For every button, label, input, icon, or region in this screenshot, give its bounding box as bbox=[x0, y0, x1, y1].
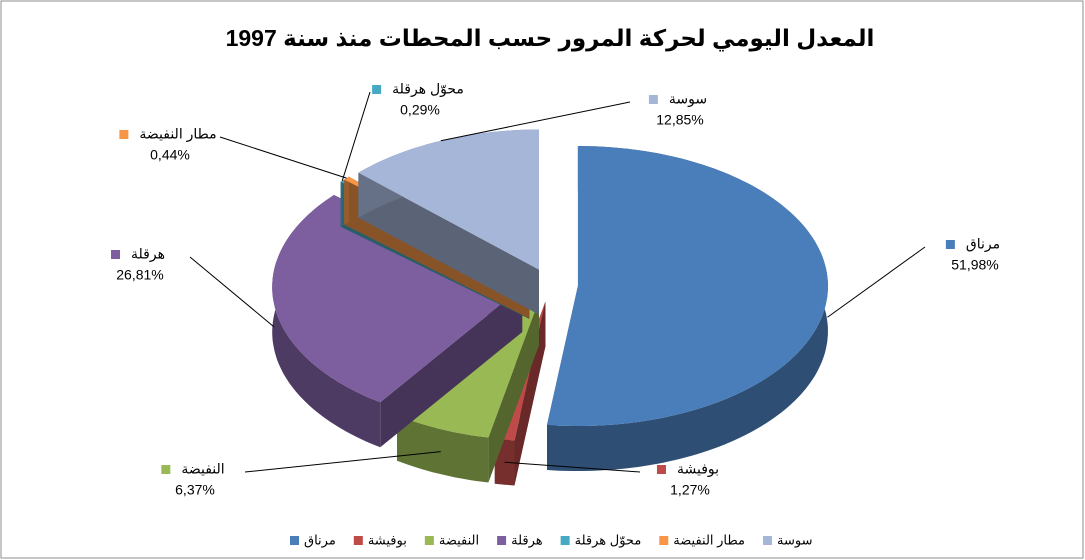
data-label-swatch bbox=[656, 465, 666, 474]
legend: مرناق بوفيشة النفيضة هرقلة محوّل هرقلة مطار ا… bbox=[290, 532, 813, 548]
data-label-name: بوفيشة bbox=[677, 461, 719, 478]
legend-swatch bbox=[353, 536, 363, 545]
leader-line bbox=[504, 461, 641, 473]
pie-slice bbox=[547, 146, 828, 471]
data-label: 1,27% bbox=[670, 482, 710, 498]
legend-swatch bbox=[424, 536, 434, 545]
leader-line bbox=[189, 256, 275, 328]
slice-side bbox=[380, 287, 523, 448]
data-label-name: محوّل هرقلة bbox=[392, 81, 464, 98]
leader-line bbox=[244, 451, 441, 473]
data-label-name: مطار النفيضة bbox=[139, 126, 216, 143]
data-label: 6,37% bbox=[175, 482, 215, 498]
data-label-swatch bbox=[111, 250, 121, 259]
pie-slice bbox=[358, 129, 539, 315]
chart-title: المعدل اليومي لحركة المرور حسب المحطات م… bbox=[226, 25, 875, 52]
leader-line bbox=[219, 136, 347, 179]
legend-label: النفيضة bbox=[439, 532, 479, 547]
data-label: 0,44% bbox=[150, 147, 190, 163]
legend-label: مرناق bbox=[304, 532, 336, 548]
slice-outer-wall bbox=[340, 179, 344, 227]
leader-line bbox=[827, 246, 926, 318]
data-label: 26,81% bbox=[116, 267, 163, 283]
slice-side bbox=[358, 172, 539, 315]
slice-outer-wall bbox=[344, 176, 349, 225]
legend-label: سوسة bbox=[777, 532, 812, 548]
data-label-name: هرقلة bbox=[131, 246, 165, 263]
leader-line bbox=[341, 91, 371, 181]
data-label-swatch bbox=[945, 240, 955, 249]
slice-outer-wall bbox=[397, 415, 489, 483]
data-label: 0,29% bbox=[400, 102, 440, 118]
legend-swatch bbox=[659, 536, 669, 545]
data-label-swatch bbox=[119, 130, 129, 139]
leader-line bbox=[440, 101, 631, 142]
slice-top bbox=[358, 129, 539, 270]
legend-label: هرقلة bbox=[511, 532, 543, 548]
data-label-name: النفيضة bbox=[181, 461, 224, 477]
data-label-swatch bbox=[161, 465, 171, 474]
data-label-name: سوسة bbox=[669, 91, 707, 108]
data-label-swatch bbox=[372, 85, 382, 94]
slice-top bbox=[272, 195, 523, 403]
legend-swatch bbox=[290, 536, 299, 545]
legend-label: بوفيشة bbox=[368, 532, 407, 548]
legend-swatch bbox=[560, 536, 570, 545]
data-label: 12,85% bbox=[656, 112, 703, 128]
legend-swatch bbox=[763, 536, 773, 545]
data-label: 51,98% bbox=[951, 257, 998, 273]
data-label-name: مرناق bbox=[966, 236, 1000, 253]
slice-top bbox=[547, 146, 828, 426]
data-label-swatch bbox=[648, 95, 658, 104]
legend-swatch bbox=[497, 536, 507, 545]
legend-label: محوّل هرقلة bbox=[575, 532, 642, 548]
legend-label: مطار النفيضة bbox=[673, 532, 745, 548]
